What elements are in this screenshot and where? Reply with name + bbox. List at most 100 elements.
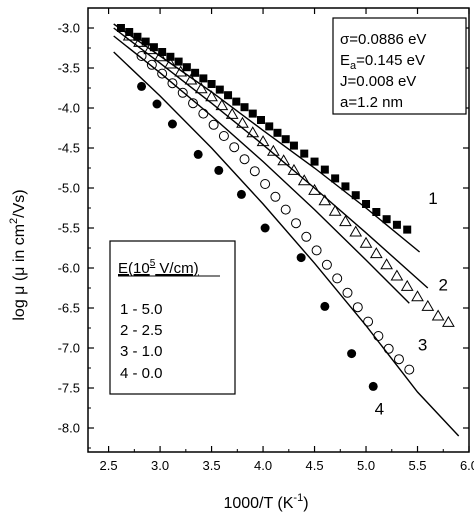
legend-entry-1: 1 - 5.0	[120, 301, 163, 318]
series-2-point-5	[174, 65, 188, 77]
y-axis-ticks: -3.0 -3.5 -4.0 -4.5 -5.0 -5.5 -6.0 -6.5 -7.0 -7.5…	[58, 21, 469, 449]
series-1-point-4	[149, 43, 158, 52]
series-3-point-5	[188, 98, 199, 109]
x-tick-label-7: 6.0	[460, 458, 474, 473]
series-1-point-8	[182, 63, 191, 72]
series-3-point-9	[229, 142, 240, 153]
x-axis-ticks: 2.5 3.0 3.5 4.0 4.5 5.0 5.5 6.0	[100, 8, 474, 473]
series-2-point-26	[390, 269, 404, 281]
y-tick-label-10: -8.0	[58, 421, 80, 436]
series-2-point-16	[287, 163, 301, 175]
series-1-point-31	[392, 220, 401, 229]
series-2-point-29	[421, 299, 435, 311]
series-1-point-11	[207, 80, 216, 88]
series-2-point-17	[297, 174, 311, 186]
series-2-point-23	[359, 236, 373, 248]
series-3-point-15	[291, 218, 302, 229]
series-2-point-31	[442, 315, 455, 327]
series-3-point-10	[239, 154, 250, 165]
series-2-point-7	[194, 82, 208, 94]
y-axis-title-end: /Vs)	[11, 189, 28, 217]
x-axis-title-end: )	[303, 495, 308, 512]
legend-box: E(105 V/cm) 1 - 5.0 2 - 2.5 3 - 1.0 4 - …	[109, 240, 236, 395]
legend-entry-4: 4 - 0.0	[120, 365, 163, 382]
curve-label-1: 1	[428, 189, 437, 208]
series-2-point-20	[328, 204, 342, 216]
x-tick-label-2: 3.5	[203, 458, 221, 473]
series-2-point-2	[143, 43, 157, 55]
series-1-point-1	[125, 28, 134, 36]
series-2-point-19	[318, 194, 332, 206]
param-ea-sub: a	[350, 60, 357, 72]
series-3-point-11	[249, 166, 260, 177]
param-ea-end: =0.145 eV	[356, 52, 425, 69]
curve-label-4: 4	[375, 399, 384, 418]
series-3-point-4	[177, 87, 188, 98]
y-tick-label-8: -7.0	[58, 341, 80, 356]
series-3-point-22	[363, 316, 374, 327]
series-1-point-20	[281, 135, 290, 144]
series-3-point-20	[342, 287, 353, 298]
legend-title-main: E(10	[118, 260, 150, 277]
series-3-point-16	[301, 231, 312, 242]
y-tick-label-4: -5.0	[58, 181, 80, 196]
series-1-point-10	[199, 74, 208, 83]
series-2-point-30	[431, 309, 445, 321]
series-1-point-28	[362, 200, 371, 208]
x-axis-title: 1000/T (K-1)	[223, 492, 308, 512]
series-2-point-15	[277, 154, 291, 166]
series-3-point-2	[157, 68, 168, 79]
series-2-point-18	[308, 183, 321, 195]
x-tick-label-5: 5.0	[357, 458, 375, 473]
param-activation-energy: Ea=0.145 eV	[340, 52, 425, 72]
series-2-point-22	[349, 225, 363, 237]
series-2-point-24	[369, 247, 383, 259]
series-3-point-25	[393, 354, 404, 365]
series-3-point-21	[352, 302, 363, 313]
series-3-point-24	[383, 343, 394, 354]
series-1-point-19	[273, 128, 282, 137]
series-1-point-5	[158, 48, 167, 56]
series-4-point-1	[152, 99, 162, 109]
data-points	[116, 24, 455, 391]
series-2-point-6	[184, 73, 198, 85]
series-2-point-8	[205, 90, 218, 102]
series-1-point-9	[191, 68, 200, 77]
legend-title-sup: 5	[150, 258, 156, 269]
y-axis-title-sup: 2	[8, 218, 20, 224]
series-3-point-14	[280, 204, 291, 215]
series-3-point-18	[321, 259, 332, 270]
series-1-point-3	[141, 37, 150, 46]
x-axis-title-main: 1000/T (K	[223, 495, 293, 512]
fit-line-3	[113, 35, 410, 304]
series-1-point-16	[248, 109, 257, 118]
series-2-point-0	[122, 29, 136, 41]
series-4-point-2	[167, 119, 177, 129]
fit-line-2	[113, 27, 429, 289]
series-4-point-5	[236, 189, 246, 199]
y-tick-label-6: -6.0	[58, 261, 80, 276]
param-a: a=1.2 nm	[340, 94, 403, 111]
series-1-point-23	[310, 157, 319, 166]
series-1-point-15	[240, 103, 249, 112]
series-2-point-12	[246, 126, 260, 138]
x-tick-label-1: 3.0	[151, 458, 169, 473]
x-axis-title-sup: -1	[293, 492, 303, 504]
y-tick-label-2: -4.0	[58, 101, 80, 116]
series-3-point-1	[146, 59, 157, 70]
series-1-point-14	[232, 97, 241, 106]
param-ea-main: E	[340, 52, 350, 69]
y-tick-label-3: -4.5	[58, 141, 80, 156]
series-3-point-7	[208, 119, 219, 130]
series-3-point-26	[404, 364, 415, 375]
series-2-point-10	[225, 107, 239, 119]
y-tick-label-0: -3.0	[58, 21, 80, 36]
series-1-point-2	[133, 32, 142, 41]
series-1-point-25	[331, 174, 340, 183]
series-2-point-21	[339, 215, 352, 227]
series-3-point-13	[270, 191, 281, 202]
curve-label-2: 2	[439, 275, 448, 294]
series-2-point-25	[380, 258, 393, 270]
x-tick-label-0: 2.5	[100, 458, 118, 473]
series-1-point-18	[265, 122, 274, 131]
